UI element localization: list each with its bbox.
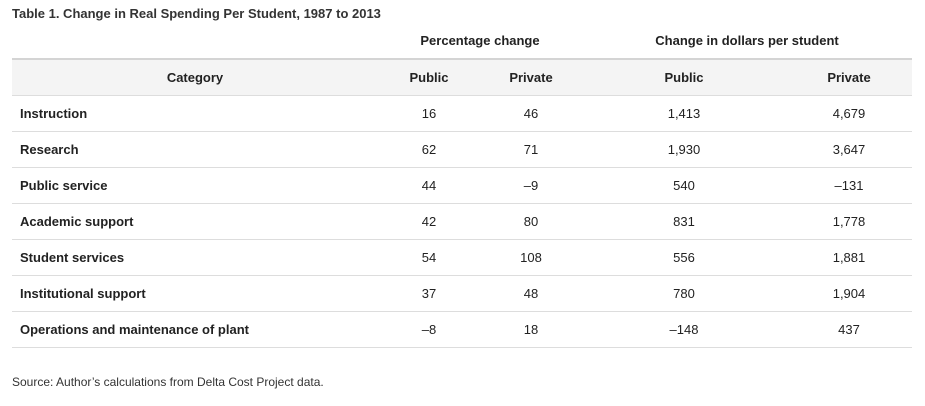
cell-pct-private: –9 <box>480 167 582 204</box>
table-row: Public service 44 –9 540 –131 <box>12 167 912 204</box>
row-category: Institutional support <box>12 275 378 312</box>
table-title: Table 1. Change in Real Spending Per Stu… <box>12 6 381 21</box>
cell-pct-public: 16 <box>378 95 480 132</box>
table-row: Research 62 71 1,930 3,647 <box>12 131 912 168</box>
cell-pct-private: 18 <box>480 311 582 348</box>
group-header-percentage-change: Percentage change <box>420 33 540 48</box>
cell-dollars-private: 3,647 <box>786 131 912 168</box>
cell-pct-public: 42 <box>378 203 480 240</box>
cell-pct-private: 71 <box>480 131 582 168</box>
table-row: Institutional support 37 48 780 1,904 <box>12 275 912 312</box>
column-header-dollars-private: Private <box>786 58 912 96</box>
cell-pct-private: 108 <box>480 239 582 276</box>
cell-dollars-public: –148 <box>582 311 786 348</box>
row-category: Operations and maintenance of plant <box>12 311 378 348</box>
cell-dollars-private: 437 <box>786 311 912 348</box>
cell-pct-public: 62 <box>378 131 480 168</box>
cell-pct-public: 37 <box>378 275 480 312</box>
cell-pct-private: 46 <box>480 95 582 132</box>
table-header: Category Public Private Public Private <box>12 58 912 96</box>
column-header-dollars-public: Public <box>582 58 786 96</box>
row-category: Student services <box>12 239 378 276</box>
spending-table: Category Public Private Public Private I… <box>12 58 912 348</box>
cell-dollars-public: 556 <box>582 239 786 276</box>
cell-dollars-private: 1,778 <box>786 203 912 240</box>
row-category: Research <box>12 131 378 168</box>
cell-dollars-private: 4,679 <box>786 95 912 132</box>
cell-pct-public: –8 <box>378 311 480 348</box>
cell-dollars-public: 780 <box>582 275 786 312</box>
cell-dollars-private: 1,881 <box>786 239 912 276</box>
row-category: Instruction <box>12 95 378 132</box>
cell-dollars-public: 1,930 <box>582 131 786 168</box>
cell-pct-public: 54 <box>378 239 480 276</box>
table-row: Academic support 42 80 831 1,778 <box>12 203 912 240</box>
column-header-category: Category <box>12 58 378 96</box>
cell-dollars-private: –131 <box>786 167 912 204</box>
cell-pct-public: 44 <box>378 167 480 204</box>
table-body: Instruction 16 46 1,413 4,679 Research 6… <box>12 95 912 348</box>
column-header-pct-private: Private <box>480 58 582 96</box>
column-header-pct-public: Public <box>378 58 480 96</box>
table-row: Student services 54 108 556 1,881 <box>12 239 912 276</box>
header-row: Category Public Private Public Private <box>12 58 912 96</box>
cell-dollars-private: 1,904 <box>786 275 912 312</box>
cell-dollars-public: 831 <box>582 203 786 240</box>
row-category: Public service <box>12 167 378 204</box>
cell-dollars-public: 1,413 <box>582 95 786 132</box>
source-note: Source: Author’s calculations from Delta… <box>12 375 324 389</box>
cell-dollars-public: 540 <box>582 167 786 204</box>
row-category: Academic support <box>12 203 378 240</box>
group-header-dollars-per-student: Change in dollars per student <box>655 33 839 48</box>
table-row: Operations and maintenance of plant –8 1… <box>12 311 912 348</box>
cell-pct-private: 80 <box>480 203 582 240</box>
table-row: Instruction 16 46 1,413 4,679 <box>12 95 912 132</box>
cell-pct-private: 48 <box>480 275 582 312</box>
